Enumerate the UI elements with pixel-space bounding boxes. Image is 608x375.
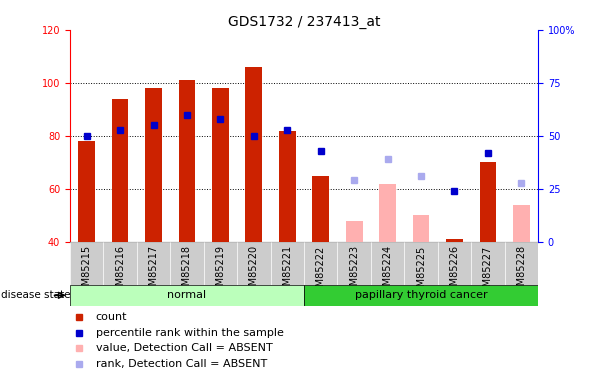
Title: GDS1732 / 237413_at: GDS1732 / 237413_at xyxy=(228,15,380,29)
Bar xyxy=(145,88,162,242)
Text: GSM85223: GSM85223 xyxy=(349,245,359,298)
Text: GSM85218: GSM85218 xyxy=(182,245,192,298)
Text: GSM85224: GSM85224 xyxy=(382,245,393,298)
Text: papillary thyroid cancer: papillary thyroid cancer xyxy=(354,290,488,300)
Text: GSM85220: GSM85220 xyxy=(249,245,259,298)
Bar xyxy=(379,184,396,242)
Bar xyxy=(505,242,538,285)
Text: value, Detection Call = ABSENT: value, Detection Call = ABSENT xyxy=(95,343,272,353)
Bar xyxy=(212,88,229,242)
Bar xyxy=(313,176,329,242)
Bar xyxy=(346,220,362,242)
Bar xyxy=(304,285,538,306)
Bar xyxy=(237,242,271,285)
Bar xyxy=(103,242,137,285)
Text: disease state: disease state xyxy=(1,290,70,300)
Bar xyxy=(179,80,195,242)
Text: GSM85216: GSM85216 xyxy=(115,245,125,298)
Bar xyxy=(70,285,304,306)
Bar xyxy=(304,242,337,285)
Bar xyxy=(480,162,496,242)
Bar xyxy=(404,242,438,285)
Text: GSM85228: GSM85228 xyxy=(516,245,527,298)
Bar xyxy=(78,141,95,242)
Bar xyxy=(438,242,471,285)
Bar xyxy=(513,205,530,242)
Bar xyxy=(471,242,505,285)
Bar xyxy=(170,242,204,285)
Text: GSM85217: GSM85217 xyxy=(148,245,159,298)
Bar xyxy=(279,130,295,242)
Text: rank, Detection Call = ABSENT: rank, Detection Call = ABSENT xyxy=(95,358,267,369)
Text: GSM85219: GSM85219 xyxy=(215,245,226,298)
Text: GSM85225: GSM85225 xyxy=(416,245,426,298)
Bar xyxy=(137,242,170,285)
Bar xyxy=(413,215,429,242)
Text: GSM85221: GSM85221 xyxy=(282,245,292,298)
Text: GSM85215: GSM85215 xyxy=(81,245,92,298)
Text: percentile rank within the sample: percentile rank within the sample xyxy=(95,328,283,338)
Bar xyxy=(246,67,262,242)
Bar xyxy=(271,242,304,285)
Text: count: count xyxy=(95,312,127,322)
Bar xyxy=(446,239,463,242)
Bar xyxy=(112,99,128,242)
Text: GSM85227: GSM85227 xyxy=(483,245,493,298)
Text: GSM85222: GSM85222 xyxy=(316,245,326,298)
Text: normal: normal xyxy=(167,290,207,300)
Bar xyxy=(337,242,371,285)
Bar xyxy=(70,242,103,285)
Bar xyxy=(379,184,396,242)
Bar xyxy=(204,242,237,285)
Bar xyxy=(371,242,404,285)
Text: GSM85226: GSM85226 xyxy=(449,245,460,298)
